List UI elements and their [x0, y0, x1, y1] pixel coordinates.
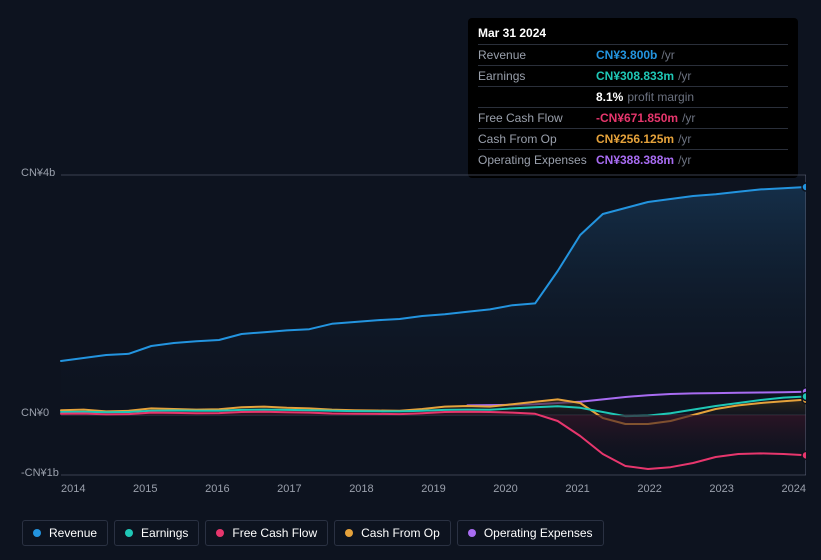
legend-dot-icon [33, 529, 41, 537]
financials-chart[interactable]: 2014 2015 2016 2017 2018 2019 2020 2021 2022 2023… [16, 155, 806, 505]
x-axis-tick: 2020 [493, 483, 517, 495]
tooltip-metric-value: CN¥256.125m/yr [596, 132, 691, 146]
legend-item-operating-expenses[interactable]: Operating Expenses [457, 520, 604, 546]
legend-dot-icon [345, 529, 353, 537]
x-axis-tick: 2018 [349, 483, 373, 495]
legend-label: Cash From Op [361, 526, 440, 540]
tooltip-metric-value: -CN¥671.850m/yr [596, 111, 695, 125]
legend-dot-icon [125, 529, 133, 537]
chart-tooltip: Mar 31 2024 RevenueCN¥3.800b/yrEarningsC… [468, 18, 798, 178]
tooltip-metric-label [478, 90, 596, 104]
tooltip-date: Mar 31 2024 [478, 26, 788, 44]
tooltip-row: RevenueCN¥3.800b/yr [478, 44, 788, 65]
x-axis-tick: 2023 [709, 483, 733, 495]
legend-item-earnings[interactable]: Earnings [114, 520, 199, 546]
x-axis-tick: 2021 [565, 483, 589, 495]
x-axis-tick: 2022 [637, 483, 661, 495]
legend-dot-icon [468, 529, 476, 537]
chart-legend: Revenue Earnings Free Cash Flow Cash From O… [22, 520, 604, 546]
legend-label: Free Cash Flow [232, 526, 317, 540]
tooltip-metric-value: 8.1%profit margin [596, 90, 694, 104]
y-axis-label: -CN¥1b [21, 467, 59, 479]
tooltip-metric-value: CN¥3.800b/yr [596, 48, 675, 62]
x-axis-labels: 2014 2015 2016 2017 2018 2019 2020 2021 2022 2023… [61, 483, 806, 495]
legend-dot-icon [216, 529, 224, 537]
tooltip-row: Free Cash Flow-CN¥671.850m/yr [478, 107, 788, 128]
legend-item-free-cash-flow[interactable]: Free Cash Flow [205, 520, 328, 546]
tooltip-metric-label: Cash From Op [478, 132, 596, 146]
tooltip-row: EarningsCN¥308.833m/yr [478, 65, 788, 86]
legend-label: Operating Expenses [484, 526, 593, 540]
legend-item-revenue[interactable]: Revenue [22, 520, 108, 546]
x-axis-tick: 2016 [205, 483, 229, 495]
tooltip-metric-label: Revenue [478, 48, 596, 62]
x-axis-tick: 2024 [781, 483, 805, 495]
tooltip-metric-label: Earnings [478, 69, 596, 83]
x-axis-tick: 2017 [277, 483, 301, 495]
tooltip-row: 8.1%profit margin [478, 86, 788, 107]
x-axis-tick: 2019 [421, 483, 445, 495]
x-axis-tick: 2014 [61, 483, 85, 495]
legend-label: Revenue [49, 526, 97, 540]
tooltip-row: Cash From OpCN¥256.125m/yr [478, 128, 788, 149]
x-axis-tick: 2015 [133, 483, 157, 495]
tooltip-metric-label: Free Cash Flow [478, 111, 596, 125]
tooltip-metric-value: CN¥308.833m/yr [596, 69, 691, 83]
y-axis-label: CN¥4b [21, 167, 55, 179]
legend-item-cash-from-op[interactable]: Cash From Op [334, 520, 451, 546]
y-axis-label: CN¥0 [21, 407, 49, 419]
legend-label: Earnings [141, 526, 188, 540]
